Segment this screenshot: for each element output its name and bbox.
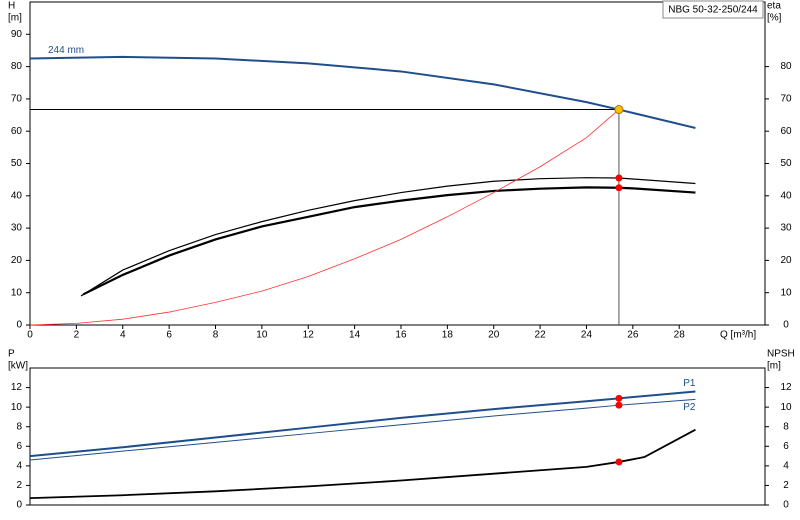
operating-point <box>615 184 623 192</box>
y2-axis-unit: [%] <box>767 13 782 24</box>
x-tick-label: 0 <box>27 330 33 341</box>
y2-axis-label: eta <box>767 1 781 12</box>
operating-point <box>615 401 623 409</box>
y-tick-label: 0 <box>16 500 22 511</box>
curve <box>29 428 696 500</box>
y2-tick-label: 0 <box>783 320 789 331</box>
x-tick-label: 14 <box>349 330 361 341</box>
y-tick-label: 12 <box>11 382 23 393</box>
duty-point <box>614 105 624 115</box>
y2-tick-label: 20 <box>780 255 792 266</box>
y2-tick-label: 8 <box>783 421 789 432</box>
x-tick-label: 16 <box>395 330 407 341</box>
y2-tick-label: 2 <box>783 480 789 491</box>
x-tick-label: 6 <box>166 330 172 341</box>
y-tick-label: 4 <box>16 460 22 471</box>
x-axis-label: Q [m³/h] <box>720 330 756 341</box>
plot-area <box>29 1 766 326</box>
curve <box>82 186 696 296</box>
curve <box>29 55 696 129</box>
y2-tick-label: 60 <box>780 126 792 137</box>
y-tick-label: 90 <box>11 29 23 40</box>
y2-tick-label: 70 <box>780 94 792 105</box>
x-tick-label: 12 <box>303 330 315 341</box>
x-tick-label: 26 <box>627 330 639 341</box>
y2-tick-label: 80 <box>780 61 792 72</box>
x-tick-label: 4 <box>120 330 126 341</box>
x-tick-label: 22 <box>535 330 547 341</box>
x-tick-label: 24 <box>581 330 593 341</box>
x-tick-label: 18 <box>442 330 454 341</box>
x-tick-label: 2 <box>74 330 80 341</box>
x-tick-label: 20 <box>488 330 500 341</box>
y-tick-label: 20 <box>11 255 23 266</box>
operating-point <box>615 394 623 402</box>
y-axis-unit: [kW] <box>8 361 28 372</box>
y-tick-label: 60 <box>11 126 23 137</box>
y2-tick-label: 30 <box>780 223 792 234</box>
y-tick-label: 0 <box>16 320 22 331</box>
series-label: 244 mm <box>48 45 84 56</box>
y-tick-label: 8 <box>16 421 22 432</box>
y2-tick-label: 6 <box>783 441 789 452</box>
y-axis-unit: [m] <box>8 13 22 24</box>
y2-tick-label: 10 <box>780 287 792 298</box>
curve <box>29 398 696 461</box>
y-tick-label: 80 <box>11 61 23 72</box>
x-tick-label: 8 <box>213 330 219 341</box>
series-label: P2 <box>683 402 696 413</box>
operating-point <box>615 174 623 182</box>
y2-axis-label: NPSH <box>767 349 795 360</box>
plot-area <box>29 367 766 506</box>
y2-tick-label: 50 <box>780 158 792 169</box>
y2-tick-label: 0 <box>783 500 789 511</box>
y-tick-label: 10 <box>11 287 23 298</box>
curve <box>29 390 696 458</box>
curve <box>80 177 696 297</box>
y2-tick-label: 12 <box>780 382 792 393</box>
y2-tick-label: 10 <box>780 402 792 413</box>
y2-axis-unit: [m] <box>767 361 781 372</box>
y-tick-label: 50 <box>11 158 23 169</box>
y-tick-label: 10 <box>11 402 23 413</box>
title-box <box>662 0 764 19</box>
y-axis-label: P <box>8 349 15 360</box>
y-tick-label: 40 <box>11 190 23 201</box>
y2-tick-label: 4 <box>783 460 789 471</box>
x-tick-label: 28 <box>674 330 686 341</box>
operating-point <box>615 458 623 466</box>
y-tick-label: 70 <box>11 94 23 105</box>
curve <box>29 109 620 326</box>
y-tick-label: 6 <box>16 441 22 452</box>
x-tick-label: 10 <box>256 330 268 341</box>
y2-tick-label: 40 <box>780 190 792 201</box>
y-tick-label: 2 <box>16 480 22 491</box>
series-label: P1 <box>683 378 696 389</box>
y-axis-label: H <box>8 1 15 12</box>
chart-title: NBG 50-32-250/244 <box>668 5 758 16</box>
y-tick-label: 30 <box>11 223 23 234</box>
